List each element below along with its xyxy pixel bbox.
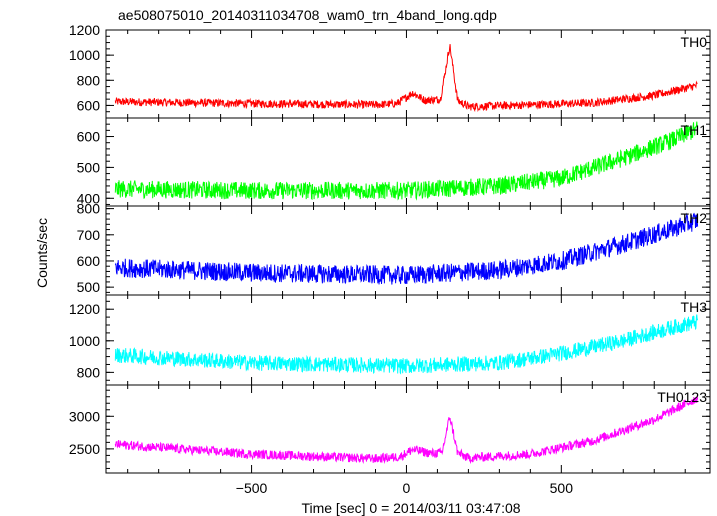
x-tick-label: 500	[550, 480, 574, 496]
series-line-th0123	[114, 395, 699, 465]
y-tick-label: 2500	[69, 441, 100, 457]
series-line-th2	[114, 212, 699, 285]
y-tick-label: 600	[77, 253, 101, 269]
panel-label-th3: TH3	[681, 299, 708, 315]
x-tick-label: −500	[236, 480, 268, 496]
panel-label-th2: TH2	[681, 210, 708, 226]
y-tick-label: 3000	[69, 408, 100, 424]
x-axis-title: Time [sec] 0 = 2014/03/11 03:47:08	[301, 500, 520, 516]
panel-frame-th2	[105, 205, 711, 296]
y-tick-label: 800	[77, 201, 101, 217]
y-tick-label: 700	[77, 227, 101, 243]
series-line-th0	[114, 44, 698, 113]
series-line-th1	[114, 121, 699, 201]
y-tick-label: 1000	[69, 47, 100, 63]
y-tick-label: 600	[77, 129, 101, 145]
y-tick-label: 800	[77, 72, 101, 88]
panel-frame-th3	[105, 294, 711, 386]
x-tick-label: 0	[403, 480, 411, 496]
light-curves	[114, 44, 699, 465]
panel-label-th1: TH1	[681, 122, 708, 138]
y-tick-label: 500	[77, 159, 101, 175]
y-tick-label: 1200	[69, 22, 100, 38]
y-tick-label: 600	[77, 97, 101, 113]
y-tick-label: 1000	[69, 333, 100, 349]
panel-label-th0: TH0	[681, 34, 708, 50]
panel-label-th0123: TH0123	[657, 389, 707, 405]
y-axis-title: Counts/sec	[34, 218, 50, 288]
y-tick-label: 400	[77, 190, 101, 206]
axis-labels: 600 800 1000 1200 TH0 400 500 600 TH1 500 600 700 80…	[69, 22, 707, 496]
series-line-th3	[114, 314, 699, 375]
plot-title: ae508075010_20140311034708_wam0_trn_4ban…	[118, 7, 497, 23]
axis-ticks	[106, 29, 710, 473]
y-tick-label: 500	[77, 279, 101, 295]
y-tick-label: 1200	[69, 301, 100, 317]
y-tick-label: 800	[77, 364, 101, 380]
